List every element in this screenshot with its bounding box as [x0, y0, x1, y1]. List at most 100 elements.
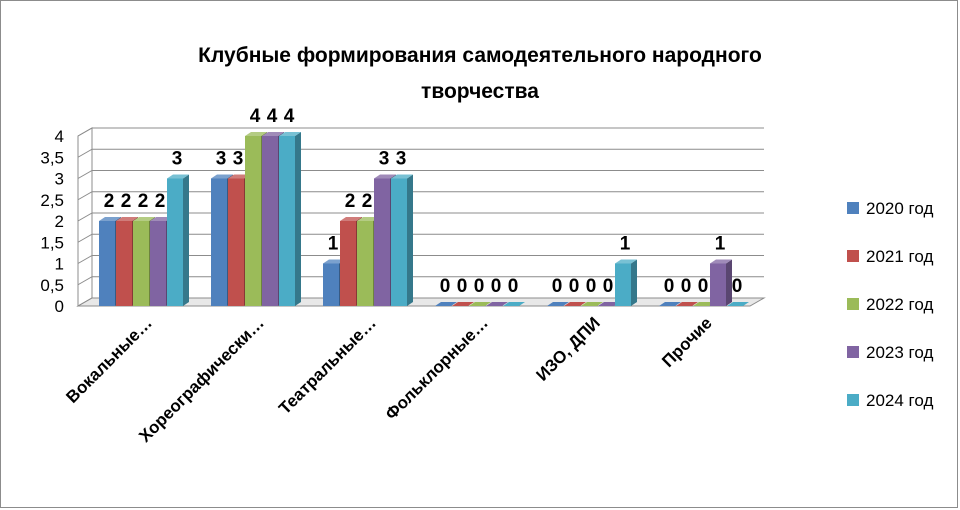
gridline	[77, 170, 764, 179]
data-label: 0	[474, 276, 485, 297]
data-label: 3	[172, 149, 183, 170]
bar-top	[150, 217, 172, 221]
bar-flat	[659, 302, 681, 306]
y-tick-label: 0,5	[40, 276, 64, 295]
data-label: 4	[267, 106, 278, 127]
y-tick-label: 3,5	[40, 148, 64, 167]
bar-top	[374, 174, 396, 179]
gridline	[77, 276, 764, 286]
gridline	[77, 255, 764, 264]
bar-flat	[564, 302, 586, 306]
bar-flat	[469, 302, 491, 306]
data-label: 3	[379, 149, 390, 170]
data-label: 1	[715, 234, 726, 255]
bar	[435, 302, 457, 306]
gridlines	[77, 127, 764, 307]
bar-top	[615, 259, 637, 264]
y-tick-label: 0	[55, 297, 64, 316]
bar-side	[631, 259, 637, 306]
bar-flat	[435, 302, 457, 306]
y-tick-label: 1	[55, 255, 64, 274]
bar	[710, 259, 732, 306]
bar-flat	[693, 302, 715, 306]
bar-top	[116, 217, 138, 221]
gridline	[77, 233, 764, 243]
data-label: 3	[216, 149, 227, 170]
chart-title: Клубные формирования самодеятельного нар…	[110, 38, 850, 110]
bar	[167, 174, 189, 306]
bar-side	[407, 174, 413, 306]
data-label: 0	[457, 276, 468, 297]
x-category-label: Хореографически…	[135, 313, 268, 446]
legend-swatch	[847, 250, 859, 262]
data-label: 0	[491, 276, 502, 297]
y-tick-label: 3	[55, 170, 64, 189]
bars	[99, 132, 749, 306]
bar-top	[710, 259, 732, 264]
bar	[727, 302, 749, 306]
bar-top	[323, 259, 345, 264]
bar-top	[228, 174, 250, 179]
bar-top	[357, 217, 379, 221]
x-category-label: Театральные…	[275, 313, 380, 418]
bar	[564, 302, 586, 306]
y-tick-label: 1,5	[40, 233, 64, 252]
gridline	[77, 191, 764, 201]
bar-top	[211, 174, 233, 179]
bar-side	[295, 132, 301, 306]
data-label: 2	[345, 191, 356, 212]
bar-front	[262, 136, 278, 306]
bar-front	[615, 263, 631, 306]
data-label: 0	[440, 276, 451, 297]
bar	[469, 302, 491, 306]
bar-flat	[452, 302, 474, 306]
bar-front	[99, 221, 115, 306]
bar-front	[150, 221, 166, 306]
x-axis: Вокальные…Хореографически… Театральные… Фо…	[62, 313, 715, 446]
gridline	[77, 127, 764, 137]
bar	[598, 302, 620, 306]
data-label: 2	[138, 191, 149, 212]
bar-front	[357, 221, 373, 306]
data-label: 2	[155, 191, 166, 212]
bar-front	[245, 136, 261, 306]
data-label: 1	[328, 234, 339, 255]
bar-front	[167, 178, 183, 306]
x-category-label: Фольклорные…	[381, 313, 491, 423]
legend-label: 2023 год	[866, 343, 933, 362]
legend-label: 2020 год	[866, 199, 933, 218]
bar	[279, 132, 301, 306]
bar-top	[391, 174, 413, 179]
bar	[452, 302, 474, 306]
data-labels: 2 2 2 23 3 34 4 412 23 30 0 0 0 0 0 0 0 010 0 010	[104, 106, 743, 297]
gridline	[77, 148, 764, 158]
x-category-label: ИЗО, ДПИ	[532, 313, 603, 384]
bar-flat	[581, 302, 603, 306]
bar-front	[323, 263, 339, 306]
bar-top	[133, 217, 155, 221]
data-label: 0	[732, 276, 743, 297]
bar	[486, 302, 508, 306]
data-label: 0	[552, 276, 563, 297]
data-label: 3	[233, 149, 244, 170]
data-label: 4	[284, 106, 295, 127]
bar-top	[262, 132, 284, 136]
bar-front	[116, 221, 132, 306]
data-label: 1	[620, 234, 631, 255]
gridline	[77, 212, 764, 222]
bar-top	[99, 217, 121, 221]
bar-side	[183, 174, 189, 306]
bar	[659, 302, 681, 306]
bar-front	[279, 136, 295, 306]
bar-front	[374, 178, 390, 306]
bar-flat	[486, 302, 508, 306]
data-label: 3	[396, 149, 407, 170]
data-label: 0	[508, 276, 519, 297]
data-label: 0	[681, 276, 692, 297]
chart-title-line-2: творчества	[421, 80, 539, 103]
data-label: 2	[121, 191, 132, 212]
bar-flat	[676, 302, 698, 306]
bar-side	[726, 259, 732, 306]
bar-flat	[598, 302, 620, 306]
